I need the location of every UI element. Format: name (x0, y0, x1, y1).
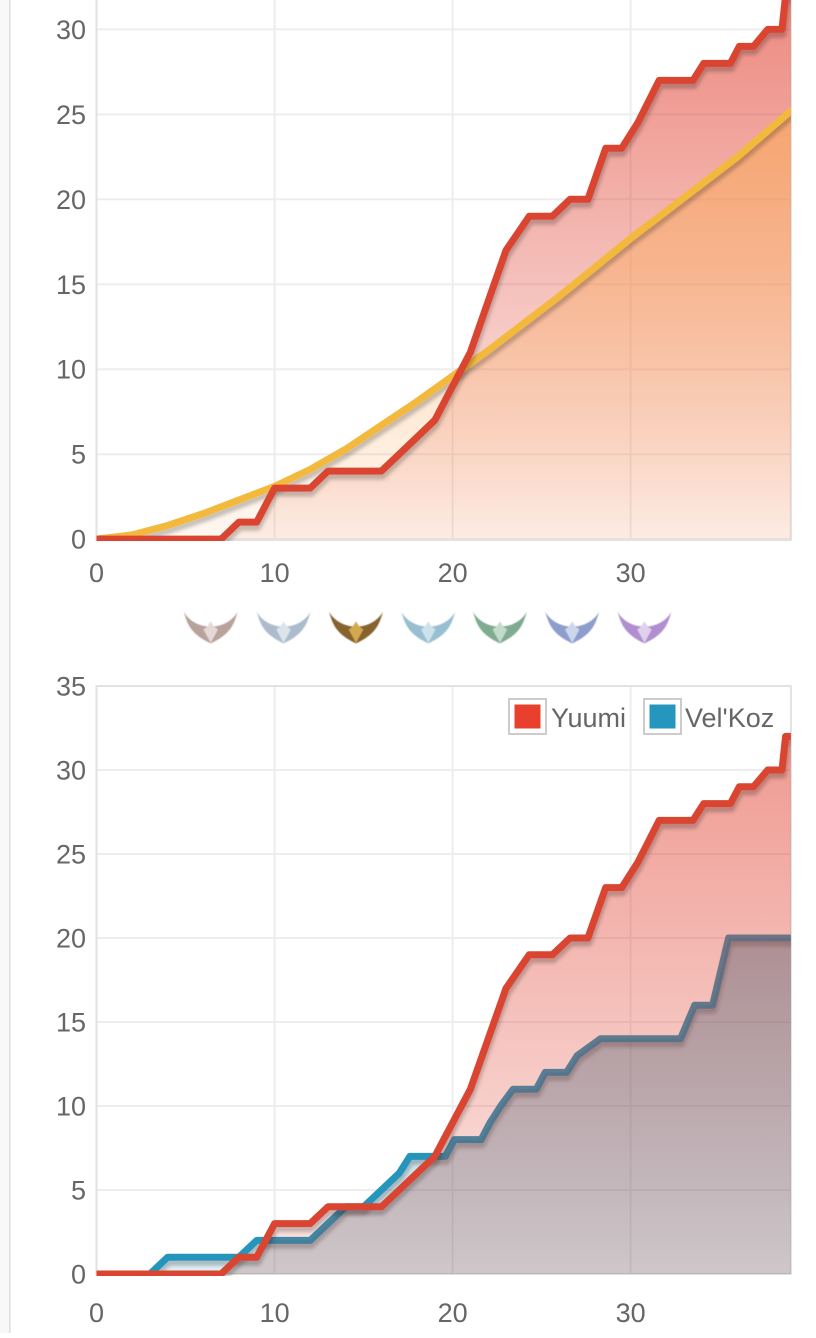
svg-text:20: 20 (56, 924, 86, 954)
svg-text:10: 10 (56, 355, 86, 385)
svg-text:30: 30 (56, 756, 86, 786)
svg-text:0: 0 (71, 525, 86, 555)
svg-text:30: 30 (616, 1298, 646, 1328)
svg-text:20: 20 (56, 185, 86, 215)
svg-text:10: 10 (260, 1298, 290, 1328)
svg-text:10: 10 (56, 1092, 86, 1122)
svg-text:5: 5 (71, 440, 86, 470)
svg-text:0: 0 (89, 1298, 104, 1328)
svg-text:20: 20 (438, 558, 468, 588)
svg-text:0: 0 (71, 1260, 86, 1290)
svg-text:15: 15 (56, 1008, 86, 1038)
svg-text:20: 20 (438, 1298, 468, 1328)
svg-text:35: 35 (56, 672, 86, 702)
svg-text:Vel'Koz: Vel'Koz (685, 703, 774, 733)
svg-text:25: 25 (56, 100, 86, 130)
svg-text:30: 30 (616, 558, 646, 588)
svg-text:0: 0 (89, 558, 104, 588)
svg-text:5: 5 (71, 1176, 86, 1206)
svg-text:Yuumi: Yuumi (551, 703, 626, 733)
svg-text:15: 15 (56, 270, 86, 300)
svg-text:10: 10 (260, 558, 290, 588)
svg-text:25: 25 (56, 840, 86, 870)
svg-text:30: 30 (56, 15, 86, 45)
